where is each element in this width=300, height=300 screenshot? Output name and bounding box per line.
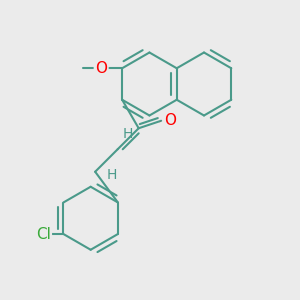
Text: H: H (106, 168, 117, 182)
Text: O: O (164, 113, 176, 128)
Text: H: H (123, 127, 133, 141)
Text: Cl: Cl (36, 226, 51, 242)
Text: O: O (95, 61, 107, 76)
